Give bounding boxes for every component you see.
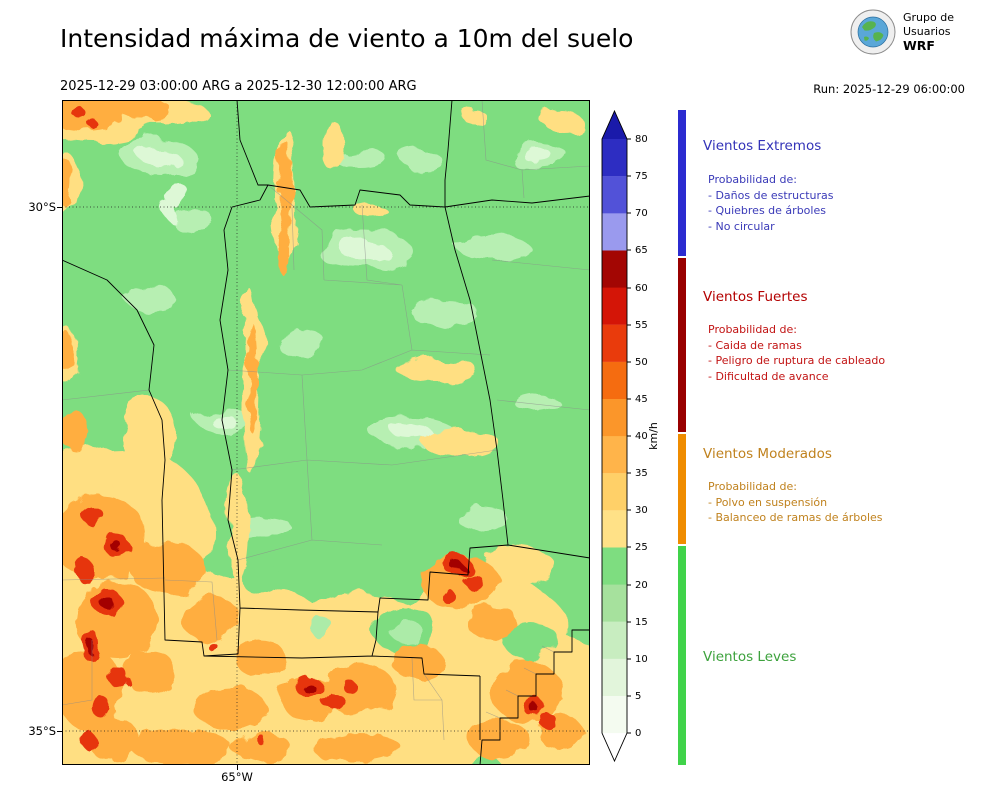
svg-text:45: 45 [635,394,648,405]
colorbar: 0 5 10 15 20 25 30 35 40 45 50 55 60 65 … [598,105,670,779]
logo-line-1: Grupo de [903,11,954,24]
legend-bar-moderate [678,434,686,544]
legend-line: - Quiebres de árboles [708,204,826,217]
colorbar-under-arrow [602,733,627,761]
svg-text:10: 10 [635,654,648,665]
svg-text:35: 35 [635,468,648,479]
department-boundaries [62,100,590,741]
wind-field-extreme-cores [87,542,538,711]
legend-line: Probabilidad de: [708,480,797,493]
legend-title-moderate: Vientos Moderados [703,446,832,462]
legend-bar-light [678,546,686,765]
colorbar-tick-labels: 0 5 10 15 20 25 30 35 40 45 50 55 60 65 … [635,134,648,739]
colorbar-tickmarks [627,138,631,734]
wind-map-panel [62,100,590,765]
model-run-label: Run: 2025-12-29 06:00:00 [813,82,965,96]
svg-text:25: 25 [635,542,648,553]
page-title: Intensidad máxima de viento a 10m del su… [60,24,634,53]
logo-line-3: WRF [903,38,935,53]
svg-text:5: 5 [635,691,641,702]
colorbar-over-arrow [602,111,627,139]
svg-text:15: 15 [635,617,648,628]
province-boundaries [62,100,590,765]
lat-tick-35s [57,731,62,732]
legend-line: - Dificultad de avance [708,369,829,383]
legend-line: - Daños de estructuras [708,188,834,202]
wrf-logo: Grupo de Usuarios WRF [850,9,954,55]
logo-line-2: Usuarios [903,25,951,38]
colorbar-svg: 0 5 10 15 20 25 30 35 40 45 50 55 60 65 … [601,109,660,763]
svg-text:80: 80 [635,134,648,145]
colorbar-unit-label: km/h [647,422,660,450]
legend-line: - Balanceo de ramas de árboles [708,511,883,524]
svg-text:30: 30 [635,505,648,516]
legend-line: - Polvo en suspensión [708,495,828,509]
legend-lines-moderate: Probabilidad de: - Polvo en suspensión -… [708,479,883,526]
svg-text:75: 75 [635,171,648,182]
legend-line: Probabilidad de: [708,323,797,336]
lat-label-30s: 30°S [28,200,56,214]
wind-field-green-holes [240,563,558,658]
wind-field-strong-orange [62,100,582,765]
lon-tick-65w [237,765,238,770]
colorbar-segments [602,111,627,761]
svg-text:40: 40 [635,431,648,442]
legend-lines-strong: Probabilidad de: - Caida de ramas - Peli… [708,322,885,384]
legend-title-light: Vientos Leves [703,649,797,665]
legend-line: Probabilidad de: [708,173,797,186]
legend-bar-extreme [678,110,686,256]
forecast-period: 2025-12-29 03:00:00 ARG a 2025-12-30 12:… [60,79,417,94]
wrf-logo-text: Grupo de Usuarios WRF [903,11,954,53]
svg-text:0: 0 [635,728,641,739]
svg-text:65: 65 [635,245,648,256]
svg-text:20: 20 [635,580,648,591]
legend-line: - Caida de ramas [708,338,802,352]
legend-line: - No circular [708,219,775,233]
svg-text:70: 70 [635,208,648,219]
lon-label-65w: 65°W [221,770,253,784]
svg-text:50: 50 [635,357,648,368]
legend-title-extreme: Vientos Extremos [703,138,822,154]
map-frame [62,100,590,765]
wind-map [62,100,590,765]
lat-label-35s: 35°S [28,724,56,738]
legend-line: - Peligro de ruptura de cableado [708,354,886,367]
globe-icon [850,9,896,55]
svg-text:60: 60 [635,283,648,294]
svg-text:55: 55 [635,320,648,331]
legend-bar-strong [678,258,686,432]
graticule-lines [62,100,590,765]
legend-lines-extreme: Probabilidad de: - Daños de estructuras … [708,172,834,234]
lat-tick-30s [57,207,62,208]
legend-title-strong: Vientos Fuertes [703,289,808,305]
